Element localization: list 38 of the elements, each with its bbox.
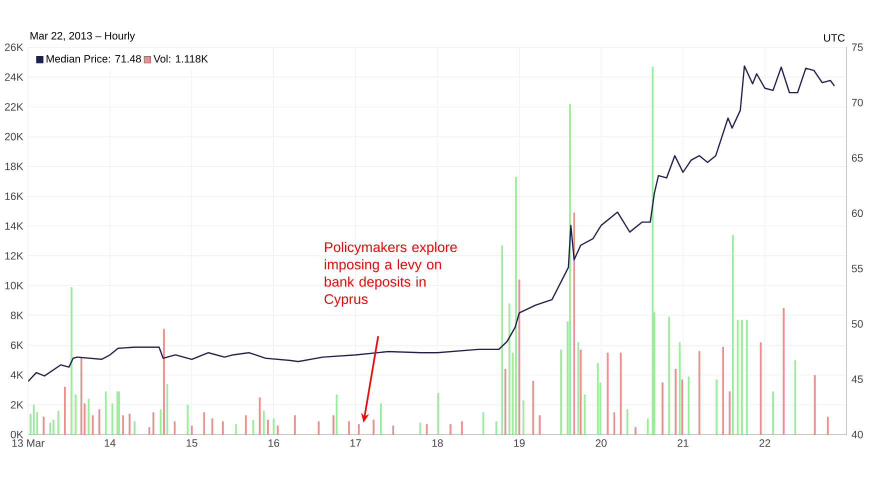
x-tick-label: 13 Mar <box>12 440 44 448</box>
x-tick-label: 14 <box>104 440 116 447</box>
y-tick-label: 8K <box>10 312 24 320</box>
y-tick-label: 0K <box>10 431 24 439</box>
y2-tick-label: 70 <box>852 99 863 107</box>
y-tick-label: 20K <box>4 133 24 141</box>
x-tick-label: 16 <box>268 440 280 448</box>
y2-tick-label: 50 <box>852 320 863 328</box>
legend-label: Median Price: 71.48 <box>46 55 141 63</box>
line-series <box>28 66 836 382</box>
text: UTC <box>824 34 845 42</box>
y-tick-label: 14K <box>5 222 24 230</box>
y-tick-label: 12K <box>5 252 24 260</box>
y-tick-label: 2K <box>10 401 24 409</box>
x-tick-label: 17 <box>350 440 361 447</box>
y2-tick-label: 55 <box>852 265 863 273</box>
y-tick-label: 16K <box>5 192 24 200</box>
x-tick-label: 19 <box>514 440 525 448</box>
legend-label: Vol: 1.118K <box>153 55 208 63</box>
y2-tick-label: 60 <box>852 210 863 218</box>
y-tick-label: 22K <box>4 103 24 111</box>
chart-subtitle: Mar 22, 2013 – Hourly <box>30 32 136 42</box>
annotation: Policymakers explore imposing a levy on bank deposits in Cyprus <box>324 242 457 308</box>
y-tick-label: 4K <box>10 372 24 379</box>
x-tick-label: 21 <box>678 440 688 447</box>
x-tick-label: 22 <box>759 440 770 447</box>
y2-tick-label: 65 <box>852 154 863 162</box>
y-tick-label: 26K <box>4 44 24 52</box>
y-tick-label: 18K <box>5 162 24 170</box>
y-tick-label: 6K <box>10 342 24 350</box>
y2-tick-label: 40 <box>852 431 863 439</box>
y2-tick-label: 45 <box>852 376 863 384</box>
x-tick-label: 15 <box>186 440 198 447</box>
y-tick-label: 24K <box>4 74 24 82</box>
x-tick-label: 20 <box>596 440 607 448</box>
y2-tick-label: 75 <box>852 44 863 52</box>
x-tick-label: 18 <box>432 440 443 448</box>
y-tick-label: 10K <box>5 282 24 290</box>
